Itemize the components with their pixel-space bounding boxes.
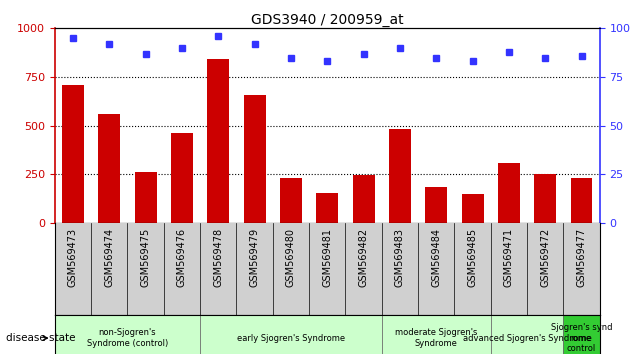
Bar bbox=[534, 175, 556, 223]
Bar bbox=[55, 315, 200, 354]
Text: GSM569482: GSM569482 bbox=[358, 228, 369, 287]
Text: GSM569474: GSM569474 bbox=[105, 228, 114, 287]
Bar bbox=[171, 133, 193, 223]
Text: advanced Sjogren's Syndrome: advanced Sjogren's Syndrome bbox=[463, 333, 591, 343]
Text: GSM569476: GSM569476 bbox=[177, 228, 187, 287]
Text: GSM569483: GSM569483 bbox=[395, 228, 405, 287]
Bar bbox=[200, 315, 382, 354]
Title: GDS3940 / 200959_at: GDS3940 / 200959_at bbox=[251, 13, 404, 27]
Bar bbox=[135, 172, 156, 223]
Bar bbox=[425, 187, 447, 223]
Bar bbox=[571, 178, 592, 223]
Bar bbox=[316, 193, 338, 223]
Text: GSM569481: GSM569481 bbox=[323, 228, 332, 287]
Bar bbox=[98, 114, 120, 223]
Text: Sjogren's synd
rome
control: Sjogren's synd rome control bbox=[551, 323, 612, 353]
Text: GSM569478: GSM569478 bbox=[214, 228, 223, 287]
Text: GSM569472: GSM569472 bbox=[541, 228, 550, 287]
Bar bbox=[462, 194, 483, 223]
Text: GSM569485: GSM569485 bbox=[467, 228, 478, 287]
Bar bbox=[280, 178, 302, 223]
Bar bbox=[498, 163, 520, 223]
Text: GSM569471: GSM569471 bbox=[504, 228, 514, 287]
Bar bbox=[62, 85, 84, 223]
Text: early Sjogren's Syndrome: early Sjogren's Syndrome bbox=[237, 333, 345, 343]
Bar bbox=[207, 59, 229, 223]
Text: GSM569473: GSM569473 bbox=[68, 228, 78, 287]
Text: GSM569484: GSM569484 bbox=[432, 228, 441, 287]
Text: disease state: disease state bbox=[6, 333, 76, 343]
Bar bbox=[389, 129, 411, 223]
Text: GSM569475: GSM569475 bbox=[140, 228, 151, 287]
Bar bbox=[563, 315, 600, 354]
Text: GSM569479: GSM569479 bbox=[249, 228, 260, 287]
Bar bbox=[491, 315, 563, 354]
Text: GSM569477: GSM569477 bbox=[576, 228, 587, 287]
Bar bbox=[382, 315, 491, 354]
Text: moderate Sjogren's
Syndrome: moderate Sjogren's Syndrome bbox=[395, 329, 478, 348]
Text: GSM569480: GSM569480 bbox=[286, 228, 296, 287]
Bar bbox=[353, 175, 374, 223]
Bar bbox=[244, 95, 265, 223]
Text: non-Sjogren's
Syndrome (control): non-Sjogren's Syndrome (control) bbox=[87, 329, 168, 348]
